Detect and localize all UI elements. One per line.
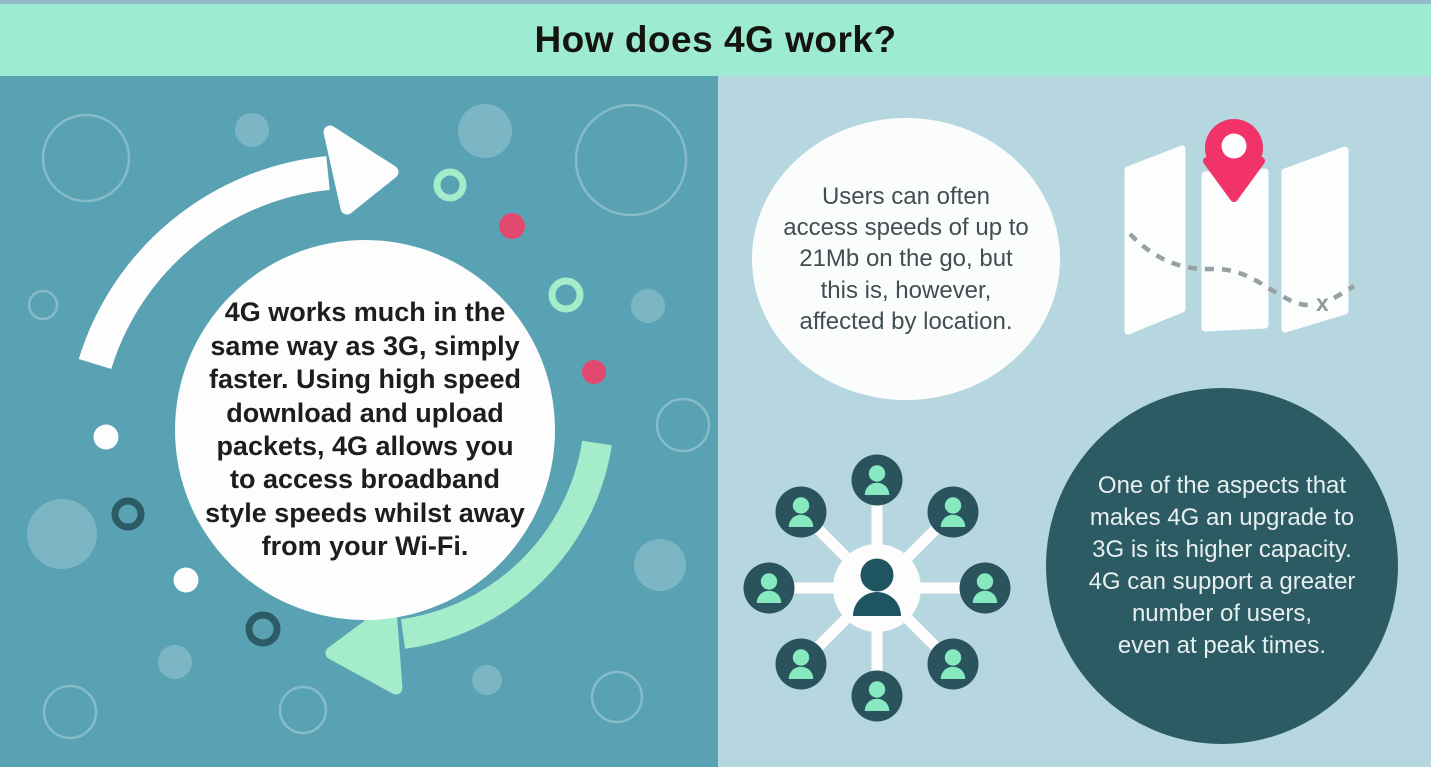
- dark-ring-dots: [111, 497, 281, 647]
- capacity-bubble-text: One of the aspects that makes 4G an upgr…: [1088, 472, 1356, 659]
- capacity-bubble: One of the aspects that makes 4G an upgr…: [1046, 388, 1398, 744]
- page-title: How does 4G work?: [534, 19, 897, 60]
- cycle-arrow-white-icon: [78, 125, 399, 370]
- left-panel: 4G works much in the same way as 3G, sim…: [0, 76, 718, 767]
- speed-bubble: Users can often access speeds of up to 2…: [752, 118, 1060, 400]
- folded-map-with-location-pin-icon: x: [1124, 119, 1356, 335]
- speed-bubble-text: Users can often access speeds of up to 2…: [783, 183, 1029, 335]
- map-folds: [1124, 145, 1349, 335]
- mint-ring-dots: [433, 168, 584, 313]
- header-banner: How does 4G work?: [0, 4, 1431, 76]
- white-dots: [93, 424, 199, 593]
- user-network-hub-icon: [743, 454, 1011, 722]
- right-panel: Users can often access speeds of up to 2…: [718, 76, 1431, 767]
- intro-bubble: 4G works much in the same way as 3G, sim…: [175, 240, 555, 620]
- subtle-ring-dots: [27, 103, 711, 740]
- map-x-mark: x: [1316, 290, 1329, 316]
- pink-dots: [499, 213, 606, 384]
- map-dashed-route: [1128, 232, 1356, 308]
- hub-person-icon: [853, 558, 901, 616]
- intro-bubble-text: 4G works much in the same way as 3G, sim…: [205, 297, 525, 562]
- map-fold-left: [1124, 145, 1186, 335]
- cycle-arrow-mint-icon: [325, 440, 612, 695]
- translucent-dots: [27, 104, 686, 695]
- main-content: 4G works much in the same way as 3G, sim…: [0, 76, 1431, 767]
- map-fold-right: [1281, 146, 1349, 333]
- location-pin-icon: [1203, 119, 1265, 202]
- top-edge-strip: [0, 0, 1431, 4]
- cycle-arrows-graphic: [27, 103, 711, 740]
